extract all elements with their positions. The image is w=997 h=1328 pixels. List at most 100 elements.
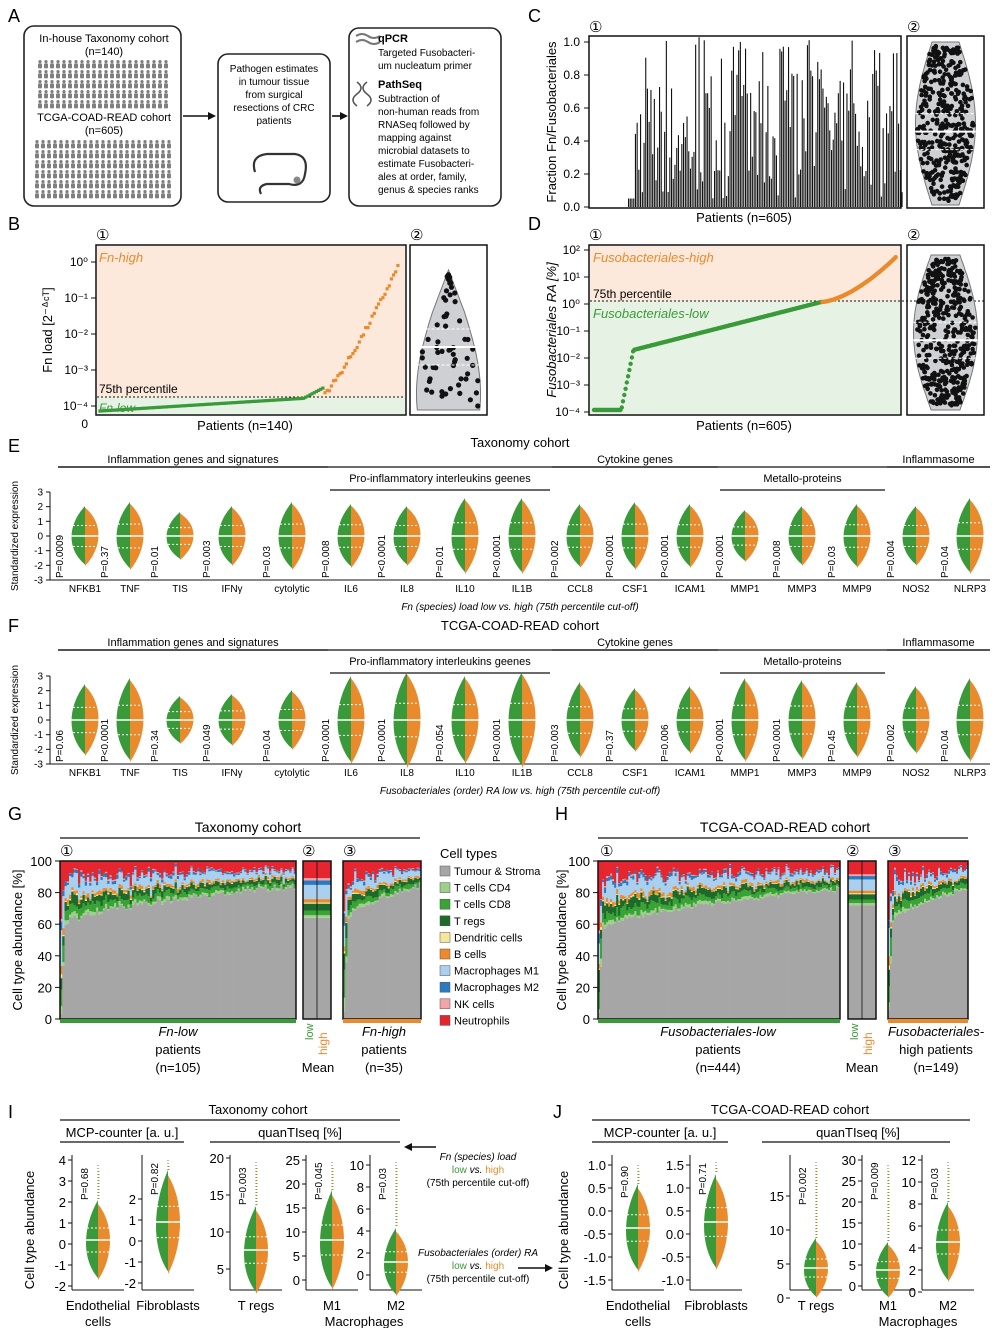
data-point <box>928 391 933 396</box>
bar-segment <box>197 861 200 869</box>
bar-segment <box>291 861 295 868</box>
bar-segment <box>378 869 382 870</box>
bar-segment <box>787 892 790 1019</box>
person-icon <box>56 70 60 79</box>
legend-label: T cells CD4 <box>454 883 511 895</box>
bar-segment <box>712 904 716 1019</box>
bar-segment <box>91 901 95 912</box>
bar-segment <box>363 890 366 895</box>
bar-segment <box>75 913 79 918</box>
legend-label: Tumour & Stroma <box>454 866 541 878</box>
bar <box>743 84 745 207</box>
bar <box>849 69 851 208</box>
legend-title: Cell types <box>440 846 498 861</box>
person-icon <box>95 190 99 199</box>
data-point <box>952 386 957 391</box>
bar-segment <box>271 878 274 883</box>
person-icon <box>71 190 75 199</box>
bar-segment <box>356 889 359 893</box>
person-icon <box>80 90 84 99</box>
bar-segment <box>805 881 809 887</box>
bar-segment <box>407 861 411 869</box>
circle-3: ③ <box>888 843 901 860</box>
bar-segment <box>692 874 696 876</box>
person-icon <box>152 70 156 79</box>
bar-segment <box>143 861 146 876</box>
bar-segment <box>199 882 202 889</box>
bar-segment <box>704 885 708 889</box>
data-point <box>920 160 926 166</box>
bar-segment <box>163 861 166 871</box>
data-point <box>952 327 958 332</box>
data-point <box>932 68 937 73</box>
bar-segment <box>837 880 841 881</box>
bar-segment <box>116 909 119 1019</box>
bar-segment <box>185 900 189 1019</box>
bar-segment <box>215 886 218 890</box>
bar-segment <box>60 1013 63 1019</box>
bar-segment <box>670 897 673 899</box>
tick-label: 3 <box>37 672 43 683</box>
data-point <box>199 403 203 407</box>
bar-segment <box>676 890 680 892</box>
bar-segment <box>658 890 661 893</box>
bar-segment <box>396 894 400 1019</box>
person-icon <box>107 160 111 169</box>
bar-segment <box>111 881 115 885</box>
p-value: P=0.03 <box>827 546 838 578</box>
bar-segment <box>293 879 297 885</box>
bar-segment <box>143 899 146 901</box>
data-point <box>964 138 969 143</box>
bar-segment <box>652 901 655 911</box>
bar-segment <box>829 861 833 865</box>
bar-segment <box>733 900 736 1019</box>
bar-segment <box>255 872 259 875</box>
bar-segment <box>793 888 796 892</box>
bar-segment <box>791 883 794 888</box>
bar-segment <box>823 889 827 1019</box>
bar-segment <box>656 914 659 1019</box>
bar-segment <box>416 861 420 868</box>
bar-segment <box>745 882 748 891</box>
data-point <box>953 313 959 319</box>
bar <box>665 40 667 208</box>
bar-segment <box>733 886 736 891</box>
data-point <box>935 172 941 177</box>
bar-segment <box>280 875 283 877</box>
bar-segment <box>735 895 738 901</box>
bar-segment <box>743 882 746 884</box>
data-point <box>927 51 932 57</box>
bar-segment <box>111 890 115 894</box>
data-point <box>278 398 282 402</box>
data-point <box>963 96 969 101</box>
bar-segment <box>93 912 97 916</box>
bar-segment <box>610 898 613 903</box>
person-icon <box>143 190 147 199</box>
person-icon <box>134 100 138 109</box>
bar-segment <box>104 861 108 872</box>
bar-segment <box>266 884 270 889</box>
bar-segment <box>192 884 196 890</box>
p-value: P<0.0001 <box>660 534 671 578</box>
bar-segment <box>821 888 825 891</box>
bar-segment <box>215 880 218 887</box>
person-icon <box>122 70 126 79</box>
bar-segment <box>906 891 909 901</box>
bar-segment <box>690 908 694 1019</box>
bar-segment <box>650 861 653 878</box>
person-icon <box>146 90 150 99</box>
person-icon <box>155 140 159 149</box>
bar-segment <box>658 906 661 911</box>
bar-segment <box>197 897 200 1019</box>
bar-segment <box>892 861 895 891</box>
bar-segment <box>387 897 391 1019</box>
bar-segment <box>287 883 290 886</box>
gene-group-label: Cytokine genes <box>597 637 673 649</box>
bar-segment <box>813 891 817 894</box>
data-point <box>625 374 631 379</box>
bar-segment <box>66 910 70 921</box>
bar-segment <box>194 895 198 1019</box>
bar-segment <box>686 885 690 887</box>
bar-segment <box>700 904 704 1019</box>
data-point <box>918 156 924 162</box>
